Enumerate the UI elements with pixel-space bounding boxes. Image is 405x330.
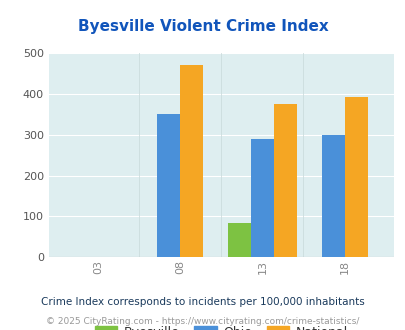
Bar (321, 135, 344, 257)
Bar (157, 114, 180, 257)
Bar (227, 223, 250, 257)
Bar (273, 104, 296, 257)
Bar (180, 65, 202, 257)
Legend: Byesville, Ohio, National: Byesville, Ohio, National (90, 321, 352, 330)
Text: Byesville Violent Crime Index: Byesville Violent Crime Index (77, 19, 328, 34)
Text: Crime Index corresponds to incidents per 100,000 inhabitants: Crime Index corresponds to incidents per… (41, 297, 364, 307)
Text: © 2025 CityRating.com - https://www.cityrating.com/crime-statistics/: © 2025 CityRating.com - https://www.city… (46, 317, 359, 326)
Bar (250, 139, 273, 257)
Bar (344, 97, 367, 257)
